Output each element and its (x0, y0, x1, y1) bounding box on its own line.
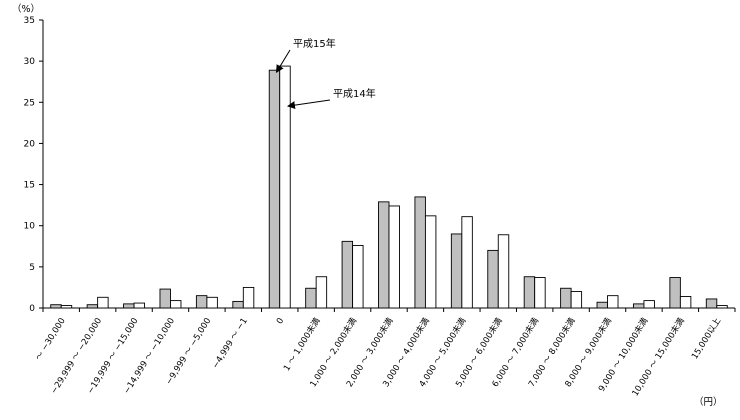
bar-heisei14 (279, 65, 291, 309)
bar-heisei15 (632, 303, 645, 309)
x-axis (42, 307, 736, 312)
bar-heisei14 (643, 300, 655, 309)
y-axis: 0 5 10 15 20 25 30 35 (24, 16, 44, 314)
y-tick-label: 5 (29, 263, 35, 273)
bar-heisei15 (705, 298, 718, 309)
annotation-label: 平成15年 (293, 37, 336, 50)
x-category-label: 15,000以上 (690, 316, 724, 361)
bar-heisei14 (424, 215, 437, 309)
bar-heisei15 (596, 301, 608, 309)
bar-heisei14 (315, 276, 328, 309)
bar-heisei15 (195, 295, 208, 309)
y-tick-label: 10 (24, 222, 36, 232)
bar-heisei14 (497, 234, 510, 309)
bar-heisei14 (461, 216, 473, 309)
bar-heisei15 (523, 276, 536, 309)
bar-heisei15 (305, 287, 317, 309)
bar-heisei15 (560, 287, 572, 309)
y-tick-label: 15 (24, 181, 35, 191)
bar-heisei14 (716, 305, 728, 309)
bar-heisei14 (242, 286, 255, 309)
bar-heisei15 (268, 69, 281, 309)
bar-heisei15 (123, 303, 135, 309)
bar-heisei15 (414, 196, 426, 309)
bar-heisei15 (669, 277, 681, 309)
bar-heisei14 (679, 296, 692, 309)
y-tick-label: 35 (24, 16, 35, 26)
bar-heisei14 (534, 277, 546, 309)
y-tick-label: 30 (24, 57, 36, 67)
bar-heisei14 (60, 305, 73, 309)
bar-heisei15 (487, 249, 499, 309)
x-category-label: 0 (275, 316, 286, 326)
y-tick-label: 0 (29, 304, 35, 314)
bar-heisei14 (388, 205, 400, 309)
y-tick-label: 25 (24, 98, 35, 108)
x-unit-label: （円） (694, 396, 723, 408)
bar-heisei14 (352, 245, 364, 309)
bar-heisei15 (50, 304, 62, 309)
bar-heisei14 (570, 291, 583, 309)
bars (50, 65, 728, 309)
y-tick-label: 20 (24, 139, 36, 149)
bar-heisei14 (170, 300, 182, 309)
y-unit-label: （%） (12, 3, 40, 15)
annotation-label: 平成14年 (333, 87, 376, 100)
bar-heisei14 (607, 295, 619, 309)
x-category-label: −4,999 ～ −1 (211, 316, 250, 370)
bar-heisei15 (450, 233, 463, 309)
annotation-arrow (286, 99, 331, 110)
bar-heisei15 (341, 240, 354, 309)
bar-heisei15 (232, 300, 244, 309)
category-labels: ～ −30,000−29,999 ～ −20,000−19,999 ～ −15,… (34, 315, 724, 398)
annotation-arrow (275, 49, 291, 74)
x-category-label: 1 ～ 1,000未満 (281, 315, 323, 373)
bar-heisei15 (159, 288, 171, 309)
bar-heisei15 (86, 304, 99, 309)
bar-heisei14 (133, 302, 146, 309)
x-category-label: ～ −30,000 (34, 316, 68, 362)
bar-heisei14 (97, 296, 109, 309)
bar-heisei15 (378, 201, 390, 309)
bar-heisei14 (206, 296, 218, 309)
